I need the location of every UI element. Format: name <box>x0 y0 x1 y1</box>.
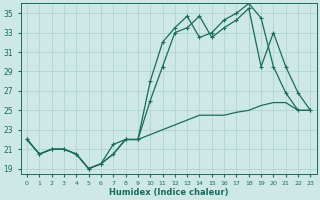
X-axis label: Humidex (Indice chaleur): Humidex (Indice chaleur) <box>109 188 228 197</box>
